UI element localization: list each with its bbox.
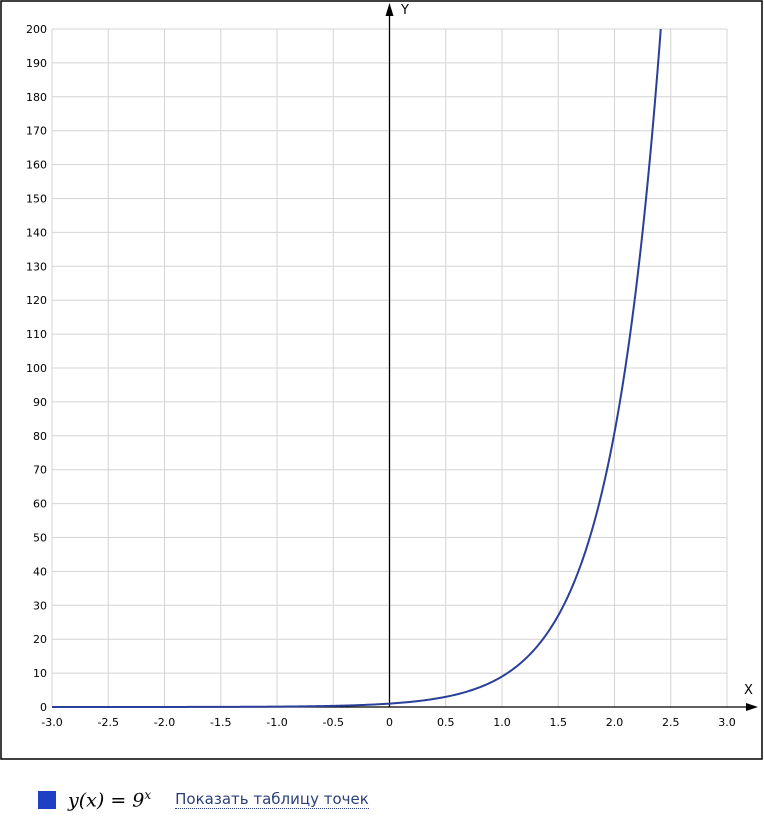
x-tick-label: -2.0: [154, 716, 175, 729]
legend: y(x) = 9x Показать таблицу точек: [38, 788, 369, 811]
y-tick-label: 110: [26, 328, 47, 341]
x-axis-arrow: [746, 703, 758, 711]
y-tick-label: 140: [26, 226, 47, 239]
y-tick-label: 130: [26, 260, 47, 273]
y-tick-label: 160: [26, 159, 47, 172]
function-plot: -3.0 -2.5 -2.0 -1.5 -1.0 -0.5 0 0.5 1.0 1.5 2.0 2.5…: [0, 0, 763, 760]
x-tick-label: 3.0: [718, 716, 736, 729]
y-tick-label: 190: [26, 57, 47, 70]
y-axis-arrow: [385, 3, 394, 16]
series-line: [52, 28, 662, 708]
x-tick-label: -0.5: [323, 716, 344, 729]
y-tick-label: 90: [33, 396, 47, 409]
x-tick-label: 2.0: [606, 716, 624, 729]
y-tick-label: 170: [26, 125, 47, 138]
x-tick-label: 0.5: [437, 716, 455, 729]
y-axis-label: Y: [400, 3, 409, 18]
y-tick-label: 200: [26, 23, 47, 36]
y-tick-label: 30: [33, 599, 47, 612]
x-tick-label: 1.5: [550, 716, 568, 729]
y-tick-label: 40: [33, 565, 47, 578]
y-tick-label: 80: [33, 430, 47, 443]
x-tick-label: 1.0: [493, 716, 511, 729]
show-points-table-link[interactable]: Показать таблицу точек: [175, 790, 369, 810]
x-tick-label: -1.5: [210, 716, 231, 729]
x-tick-label: 2.5: [662, 716, 680, 729]
y-tick-label: 120: [26, 294, 47, 307]
y-tick-label: 60: [33, 498, 47, 511]
y-tick-label: 0: [40, 701, 47, 714]
x-tick-label: 0: [386, 716, 393, 729]
y-tick-label: 50: [33, 532, 47, 545]
y-tick-label: 150: [26, 193, 47, 206]
series-color-swatch: [38, 790, 56, 809]
x-tick-label: -3.0: [41, 716, 62, 729]
chart-frame: [0, 0, 763, 760]
y-tick-label: 100: [26, 362, 47, 375]
function-formula: y(x) = 9x: [68, 788, 152, 812]
x-tick-label: -1.0: [266, 716, 287, 729]
y-tick-label: 70: [33, 464, 47, 477]
y-tick-label: 180: [26, 91, 47, 104]
y-tick-label: 20: [33, 633, 47, 646]
x-tick-label: -2.5: [98, 716, 119, 729]
y-tick-label: 10: [33, 667, 47, 680]
x-axis-label: X: [744, 683, 753, 698]
